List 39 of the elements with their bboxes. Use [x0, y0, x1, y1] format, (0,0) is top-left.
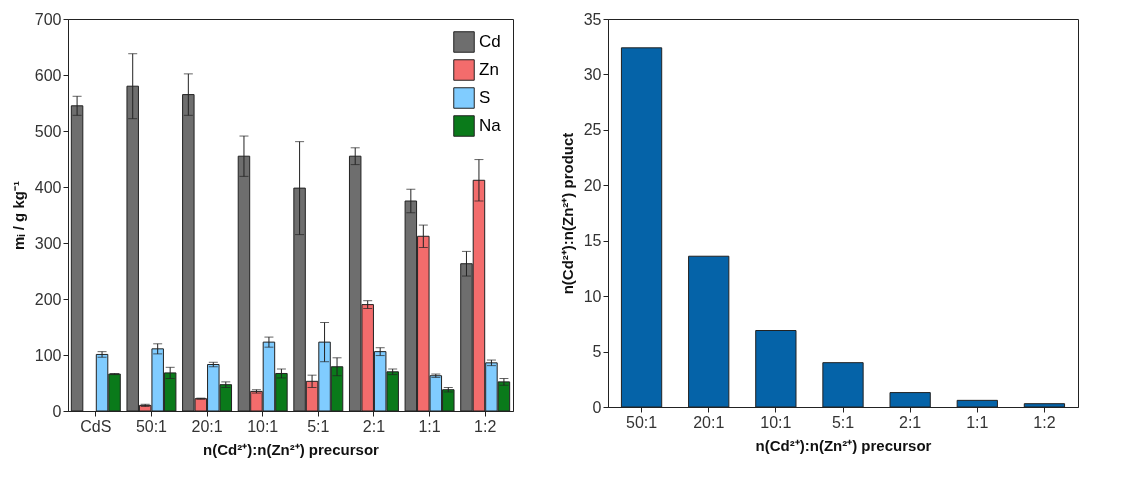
x-tick-label: 1:2 [1033, 413, 1056, 431]
y-tick-label: 200 [34, 290, 62, 308]
y-tick-label: 35 [583, 10, 602, 28]
y-tick-label: 700 [34, 10, 62, 28]
y-tick-label: 0 [592, 398, 602, 416]
y-tick-label: 20 [583, 176, 602, 194]
y-tick-label: 500 [34, 122, 62, 140]
x-tick-label: 2:1 [362, 417, 386, 435]
x-tick-label: CdS [80, 417, 112, 435]
x-tick-label: 1:1 [966, 413, 989, 431]
x-tick-label: 20:1 [693, 413, 725, 431]
legend-label: S [479, 88, 491, 107]
y-tick-label: 25 [583, 121, 602, 139]
x-tick-label: 10:1 [760, 413, 792, 431]
x-tick-label: 10:1 [247, 417, 279, 435]
x-tick-label: 1:1 [418, 417, 441, 435]
y-tick-label: 10 [583, 287, 602, 305]
y-tick-label: 600 [34, 66, 62, 84]
y-axis-title: mᵢ / g kg⁻¹ [9, 181, 27, 250]
x-tick-label: 50:1 [626, 413, 658, 431]
y-tick-label: 300 [34, 234, 62, 252]
legend-label: Cd [479, 32, 501, 51]
x-axis-title: n(Cd²⁺):n(Zn²⁺) precursor [203, 440, 380, 458]
legend-label: Zn [479, 60, 499, 79]
y-tick-label: 400 [34, 178, 62, 196]
legend-label: Na [479, 116, 502, 135]
x-tick-label: 20:1 [191, 417, 223, 435]
y-tick-label: 15 [583, 232, 602, 250]
x-tick-label: 2:1 [899, 413, 922, 431]
y-axis-title: n(Cd²⁺):n(Zn²⁺) product [558, 132, 576, 295]
x-tick-label: 1:2 [474, 417, 497, 435]
x-tick-label: 50:1 [135, 417, 168, 435]
x-axis-title: n(Cd²⁺):n(Zn²⁺) precursor [755, 436, 932, 454]
y-tick-label: 5 [592, 343, 602, 361]
y-tick-label: 0 [52, 402, 62, 420]
x-tick-label: 5:1 [831, 413, 855, 431]
y-tick-label: 100 [34, 346, 62, 364]
x-tick-label: 5:1 [307, 417, 330, 435]
y-tick-label: 30 [583, 65, 602, 83]
